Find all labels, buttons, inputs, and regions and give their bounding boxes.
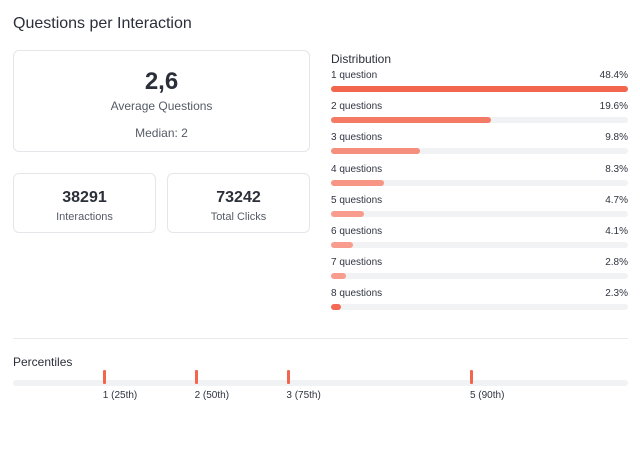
distribution-row: 4 questions 8.3% [331,164,628,190]
distribution-row-percent: 8.3% [605,163,628,175]
percentile-marker [195,370,199,384]
distribution-bar-track [331,86,628,92]
interactions-label: Interactions [56,211,113,223]
total-clicks-label: Total Clicks [210,211,267,223]
distribution-row-percent: 19.6% [599,101,628,113]
distribution-row-label: 2 questions [331,101,383,113]
distribution-bar-track [331,148,628,155]
distribution-bar [331,273,347,280]
distribution-row: 8 questions 2.3% [331,288,628,314]
distribution-bar-track [331,304,628,311]
average-questions-label: Average Questions [110,99,213,113]
interactions-value: 38291 [62,189,107,206]
distribution-row-label: 5 questions [331,194,383,206]
percentile-label: 2 (50th) [194,390,230,401]
average-questions-card: 2,6 Average Questions Median: 2 [13,50,310,152]
distribution-bar [331,304,341,311]
percentile-marker [470,370,474,384]
distribution-row: 1 question 48.4% [331,70,628,96]
distribution-bar [331,210,364,217]
average-questions-value: 2,6 [144,68,179,95]
distribution-row-percent: 4.7% [605,194,628,206]
distribution-row: 3 questions 9.8% [331,132,628,158]
distribution-row: 7 questions 2.8% [331,257,628,283]
distribution-row-percent: 9.8% [605,132,628,144]
percentile-label: 5 (90th) [469,390,505,401]
interactions-card: 38291 Interactions [13,173,156,233]
distribution-row-percent: 48.4% [599,70,628,81]
distribution-row: 6 questions 4.1% [331,226,628,252]
distribution-row-percent: 4.1% [605,226,628,237]
distribution-title: Distribution [331,52,392,66]
distribution-bar [331,86,628,92]
percentiles-track [13,380,628,386]
distribution-row-label: 6 questions [331,226,383,237]
distribution-bar [331,179,385,186]
section-divider [13,338,628,339]
percentile-label: 1 (25th) [102,390,138,401]
distribution-row-label: 8 questions [331,288,383,300]
percentile-marker [286,370,290,384]
total-clicks-value: 73242 [216,189,261,206]
distribution-row: 2 questions 19.6% [331,101,628,127]
distribution-bar-track [331,117,628,124]
distribution-bar [331,148,421,155]
distribution-row-label: 7 questions [331,257,383,269]
percentile-label: 3 (75th) [286,390,321,401]
distribution-bar-track [331,242,628,248]
percentile-marker [103,370,107,384]
distribution-bar-track [331,179,628,186]
total-clicks-card: 73242 Total Clicks [167,173,310,233]
distribution-row-label: 1 question [331,70,378,81]
distribution-row-percent: 2.8% [605,257,628,269]
distribution-bar-track [331,273,628,280]
distribution-row: 5 questions 4.7% [331,195,628,221]
distribution-bar [331,242,354,248]
distribution-row-label: 4 questions [331,163,383,175]
median-text: Median: 2 [135,126,188,140]
distribution-panel: Distribution 1 question 48.4% 2 questions 1… [331,52,628,311]
distribution-bar [331,117,492,124]
distribution-bar-track [331,210,628,217]
distribution-row-percent: 2.3% [605,288,628,300]
percentiles-title: Percentiles [13,355,73,369]
distribution-row-label: 3 questions [331,132,383,144]
page-title: Questions per Interaction [13,15,192,32]
